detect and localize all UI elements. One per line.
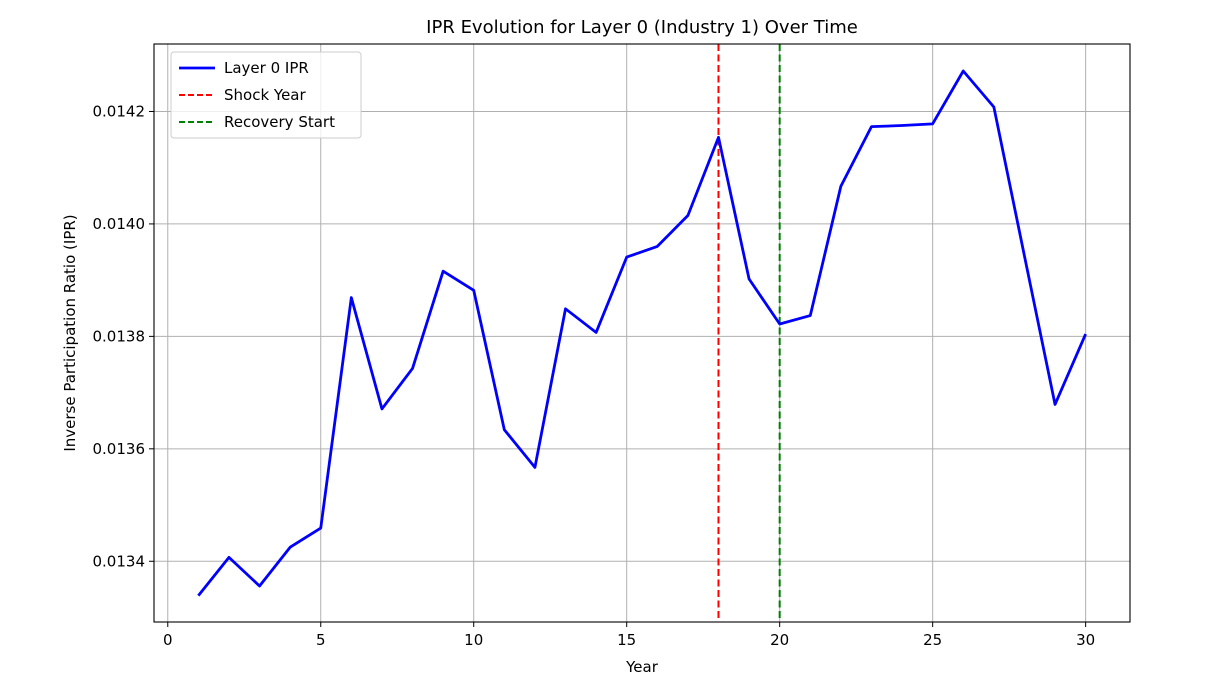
y-tick-label: 0.0142 bbox=[93, 102, 146, 120]
y-tick-label: 0.0140 bbox=[93, 215, 146, 233]
x-tick-label: 5 bbox=[316, 631, 326, 649]
x-tick-label: 20 bbox=[770, 631, 789, 649]
y-tick-label: 0.0136 bbox=[93, 440, 146, 458]
x-tick-label: 10 bbox=[464, 631, 483, 649]
y-axis-label: Inverse Participation Ratio (IPR) bbox=[61, 214, 79, 451]
series-line bbox=[197, 69, 1087, 597]
legend-label: Layer 0 IPR bbox=[224, 59, 309, 77]
axis-ticks: 0 5 10 15 20 25 30 0.0134 0.0136 0.0138 0.0140 0.01… bbox=[93, 102, 1096, 649]
y-tick-label: 0.0134 bbox=[93, 552, 146, 570]
grid-lines bbox=[154, 44, 1130, 622]
x-tick-label: 15 bbox=[617, 631, 636, 649]
x-tick-label: 25 bbox=[923, 631, 942, 649]
plot-frame bbox=[153, 43, 1131, 623]
y-tick-label: 0.0138 bbox=[93, 327, 146, 345]
x-tick-label: 30 bbox=[1076, 631, 1095, 649]
legend: Layer 0 IPR Shock Year Recovery Start bbox=[170, 51, 362, 139]
data-series bbox=[197, 69, 1087, 597]
legend-label: Shock Year bbox=[224, 86, 306, 104]
x-tick-label: 0 bbox=[163, 631, 173, 649]
chart-title: IPR Evolution for Layer 0 (Industry 1) O… bbox=[426, 17, 858, 38]
legend-box bbox=[170, 51, 362, 139]
x-axis-label: Year bbox=[625, 658, 659, 676]
legend-label: Recovery Start bbox=[224, 113, 335, 131]
